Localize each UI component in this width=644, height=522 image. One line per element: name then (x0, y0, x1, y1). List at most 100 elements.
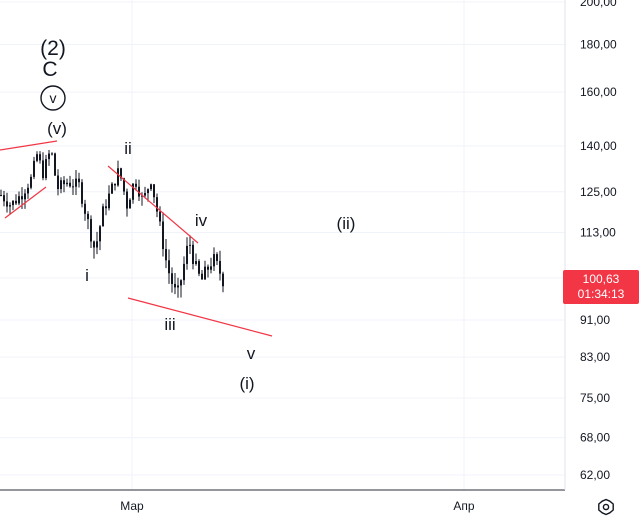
y-tick-label: 160,00 (580, 85, 617, 99)
wave-label: i (85, 266, 89, 285)
candle-body (18, 196, 20, 204)
candle-body (111, 183, 113, 194)
candle-body (12, 200, 14, 206)
y-tick-label: 62,00 (580, 468, 610, 482)
candle-body (204, 266, 206, 280)
candle-body (81, 182, 83, 204)
candle-body (189, 244, 191, 246)
wave-circle (40, 85, 66, 111)
candle-body (6, 201, 8, 207)
trend-line (4, 186, 47, 219)
y-tick-label: 83,00 (580, 350, 610, 364)
y-tick-label: 75,00 (580, 391, 610, 405)
last-price-value: 100,63 (582, 272, 620, 286)
candle-body (192, 244, 194, 264)
candle-body (168, 260, 170, 274)
candle-body (195, 261, 197, 264)
wave-label: v (247, 344, 256, 363)
candle-body (99, 226, 101, 242)
candle-body (120, 168, 122, 179)
candle-body (159, 211, 161, 222)
candle-body (138, 186, 140, 197)
x-tick-label: Мар (120, 499, 144, 513)
candle-body (213, 254, 215, 267)
y-tick-label: 180,00 (580, 37, 617, 51)
candle-body (183, 263, 185, 281)
candle-body (72, 186, 74, 188)
candle-body (75, 178, 77, 187)
candle-body (186, 245, 188, 264)
candle-body (96, 241, 98, 248)
y-tick-label: 68,00 (580, 431, 610, 445)
candle-body (222, 273, 224, 287)
x-axis[interactable]: Мар Апр (120, 499, 475, 513)
candle-body (153, 184, 155, 198)
candle-body (42, 160, 44, 179)
candle-body (54, 153, 56, 176)
candle-body (66, 182, 68, 185)
candle-body (117, 168, 119, 186)
grid (0, 0, 565, 490)
wave-label: ii (124, 139, 132, 158)
candle-body (90, 219, 92, 242)
wave-label: iv (195, 211, 208, 230)
candle-body (162, 221, 164, 250)
candle-body (150, 184, 152, 190)
y-tick-label: 113,00 (580, 226, 616, 240)
candle-body (3, 195, 5, 202)
candle-body (15, 200, 17, 204)
wave-label: iii (164, 315, 175, 334)
candle-body (30, 176, 32, 188)
candle-body (9, 205, 11, 207)
candle-body (0, 195, 2, 197)
candle-body (114, 183, 116, 186)
candle-body (210, 266, 212, 270)
candle-body (60, 180, 62, 190)
candle-body (123, 178, 125, 192)
trend-line (0, 140, 58, 151)
candle-body (129, 199, 131, 209)
x-tick-label: Апр (453, 499, 475, 513)
candle-body (108, 193, 110, 209)
candle-body (165, 249, 167, 261)
wave-label: C (42, 58, 57, 81)
candle-body (219, 260, 221, 274)
candle-body (198, 261, 200, 274)
candle-body (126, 191, 128, 209)
y-tick-label: 125,00 (580, 185, 617, 199)
gear-icon (598, 498, 614, 516)
wave-label: (2) (40, 37, 66, 60)
candle-body (21, 196, 23, 200)
candle-body (135, 183, 137, 187)
last-price-badge: 100,63 01:34:13 (563, 270, 639, 304)
candle-body (93, 241, 95, 248)
candle-body (105, 206, 107, 209)
trend-line (107, 165, 199, 244)
candle-body (156, 197, 158, 212)
candle-body (48, 153, 50, 160)
candle-body (147, 189, 149, 194)
trend-line (127, 297, 273, 337)
candle-body (102, 206, 104, 227)
candle-body (171, 273, 173, 284)
candle-body (216, 254, 218, 261)
trendlines (0, 140, 273, 337)
y-tick-label: 91,00 (580, 313, 610, 327)
candle-body (69, 182, 71, 187)
candle-body (141, 195, 143, 197)
candles (0, 150, 224, 298)
settings-button[interactable] (594, 495, 618, 519)
candle-body (24, 193, 26, 200)
candle-body (27, 187, 29, 194)
bar-countdown: 01:34:13 (577, 287, 625, 301)
candle-body (57, 175, 59, 190)
y-axis[interactable]: 200,00180,00160,00140,00125,00113,00101,… (580, 0, 617, 482)
candle-body (177, 285, 179, 288)
candle-body (207, 266, 209, 270)
candle-body (36, 154, 38, 161)
wave-label: v (50, 90, 57, 106)
candle-body (39, 154, 41, 161)
candle-body (180, 280, 182, 286)
